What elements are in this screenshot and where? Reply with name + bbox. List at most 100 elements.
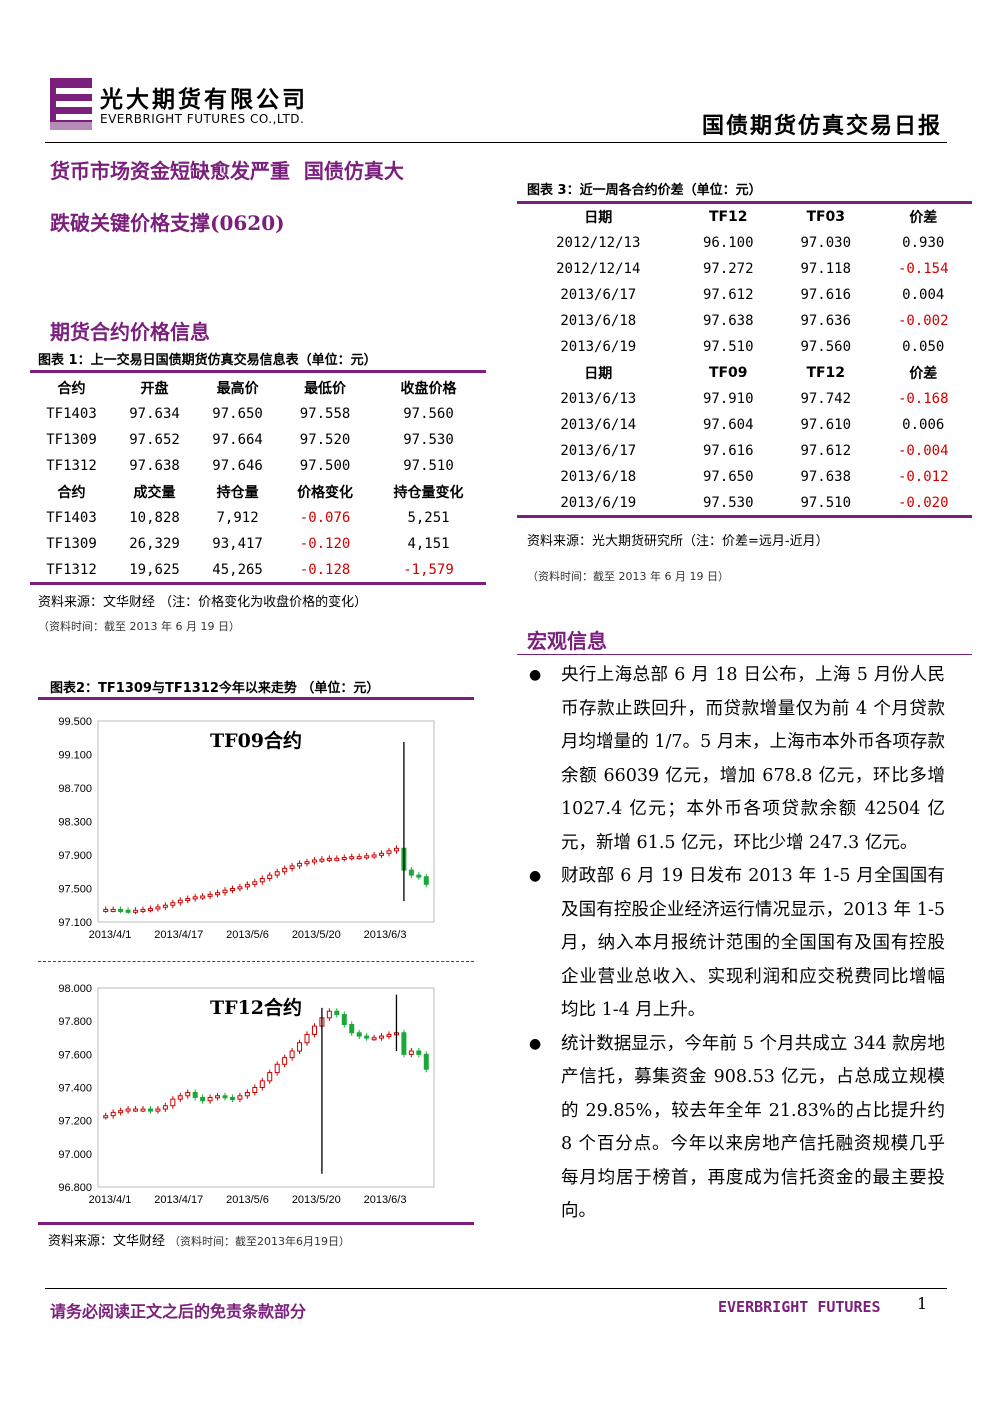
table1-source: 资料来源：文华财经 （注：价格变化为收盘价格的变化） — [38, 595, 368, 610]
candle — [252, 1087, 258, 1093]
table1-time: （资料时间：截至 2013 年 6 月 19 日） — [38, 620, 240, 633]
table-cell: 19,625 — [129, 562, 180, 578]
report-title: 国债期货仿真交易日报 — [701, 114, 942, 139]
candle — [200, 895, 206, 899]
candle — [147, 1108, 153, 1112]
x-tick-label: 2013/6/3 — [364, 929, 407, 941]
table-cell: 2013/6/17 — [560, 287, 637, 303]
candle — [379, 852, 385, 856]
candle — [118, 1110, 124, 1114]
candle — [386, 1033, 392, 1037]
candle — [103, 1115, 109, 1119]
table-cell: 97.560 — [800, 339, 852, 355]
table3-top-rule — [517, 201, 972, 204]
candle — [155, 1108, 161, 1112]
table-row: TF1312 19,625 45,265 -0.128 -1,579 — [30, 557, 486, 583]
chart-tf12: 98.000 97.800 97.600 97.400 97.200 97.000 96.8… — [38, 972, 474, 1220]
table-header-cell: 开盘 — [140, 381, 169, 397]
table-header-cell: TF12 — [708, 209, 748, 225]
table-header-cell: 日期 — [584, 210, 613, 226]
table-row: TF1309 97.652 97.664 97.520 97.530 — [30, 427, 486, 453]
candle — [110, 908, 116, 912]
table-header-row: 日期 TF09 TF12 价差 — [517, 360, 972, 386]
table-row: 2013/6/18 97.638 97.636 -0.002 — [517, 308, 972, 334]
table-header-cell: 最低价 — [304, 381, 347, 397]
table-cell: 97.636 — [800, 313, 852, 329]
x-tick-label: 2013/5/6 — [226, 1194, 269, 1206]
candle — [364, 855, 370, 859]
table1: 合约 开盘 最高价 最低价 收盘价格 TF1403 97.634 97.650 97.558 97… — [30, 375, 486, 583]
macro-rule — [517, 654, 972, 655]
bullet-icon: ● — [529, 667, 542, 683]
table-row: TF1403 97.634 97.650 97.558 97.560 — [30, 401, 486, 427]
table-row: TF1312 97.638 97.646 97.500 97.510 — [30, 453, 486, 479]
candle — [304, 1033, 310, 1044]
table-row: TF1403 10,828 7,912 -0.076 5,251 — [30, 505, 486, 531]
candle — [207, 893, 213, 897]
candle — [237, 1095, 243, 1100]
candle — [244, 1091, 250, 1097]
candle — [125, 909, 131, 913]
table-cell: 97.272 — [702, 261, 754, 277]
candle — [408, 1050, 414, 1055]
table-row: 2012/12/14 97.272 97.118 -0.154 — [517, 256, 972, 282]
table-header-cell: 合约 — [57, 485, 86, 501]
table-cell: 2013/6/17 — [560, 443, 637, 459]
candle — [177, 899, 183, 904]
table-cell: 26,329 — [129, 536, 180, 552]
table-cell: 97.612 — [702, 287, 754, 303]
table-cell: TF1309 — [46, 536, 97, 552]
table-header-cell: 日期 — [584, 366, 613, 382]
candle — [289, 1050, 295, 1059]
candle — [133, 909, 139, 913]
table-header-cell: 最高价 — [216, 381, 259, 397]
table-cell: 97.612 — [800, 443, 852, 459]
table-cell: 97.616 — [800, 287, 852, 303]
candle — [408, 869, 414, 876]
y-tick-label: 98.700 — [58, 783, 92, 795]
list-item: ● 统计数据显示，今年前 5 个月共成立 344 款房地产信托，募集资金 908.… — [523, 1028, 945, 1229]
candle — [274, 1063, 280, 1074]
table-cell: 97.558 — [299, 406, 351, 422]
candle — [289, 865, 295, 869]
footer-brand: EVERBRIGHT FUTURES — [718, 1298, 881, 1316]
table-cell: 7,912 — [216, 510, 259, 526]
table-cell: 97.520 — [299, 432, 351, 448]
candle — [155, 906, 161, 910]
table3: 日期 TF12 TF03 价差 2012/12/13 96.100 97.030 0.930 2… — [517, 204, 972, 516]
candle — [192, 896, 198, 900]
candle — [326, 857, 332, 861]
table-cell: 97.118 — [800, 261, 852, 277]
table-cell: 97.530 — [702, 495, 754, 511]
candle — [297, 862, 303, 867]
table3-source: 资料来源：光大期货研究所（注：价差=远月-近月） — [527, 534, 829, 549]
candle — [364, 1035, 370, 1039]
table-cell: 97.500 — [299, 458, 351, 474]
table-cell: -0.076 — [299, 510, 351, 526]
chart-title: TF09合约 — [210, 729, 302, 752]
table-row: 2013/6/13 97.910 97.742 -0.168 — [517, 386, 972, 412]
table-header-row: 合约 成交量 持仓量 价格变化 持仓量变化 — [30, 479, 486, 505]
table-row: 2013/6/19 97.510 97.560 0.050 — [517, 334, 972, 360]
table-cell: 97.650 — [702, 469, 754, 485]
list-item-text: 统计数据显示，今年前 5 个月共成立 344 款房地产信托，募集资金 908.5… — [561, 1033, 945, 1222]
table-header-cell: 合约 — [57, 381, 86, 397]
y-tick-label: 99.500 — [58, 716, 92, 728]
chart-source-time: （资料时间：截至2013年6月19日） — [169, 1235, 351, 1248]
candle — [311, 1025, 317, 1035]
table-header-row: 日期 TF12 TF03 价差 — [517, 204, 972, 230]
table-cell: 97.604 — [702, 417, 754, 433]
table-cell: TF1403 — [46, 510, 97, 526]
table-cell: TF1403 — [46, 406, 97, 422]
table-cell: 97.610 — [800, 417, 852, 433]
chart-divider — [38, 961, 474, 962]
company-name-cn: 光大期货有限公司 — [100, 87, 308, 113]
candle — [282, 1057, 288, 1065]
list-item-text: 央行上海总部 6 月 18 日公布，上海 5 月份人民币存款止跌回升，而贷款增量… — [561, 665, 945, 853]
table-cell: -0.004 — [897, 443, 949, 459]
candle — [334, 1010, 340, 1016]
candle — [304, 861, 310, 865]
candle — [222, 1095, 228, 1099]
y-tick-label: 97.800 — [58, 1016, 92, 1028]
y-tick-label: 97.400 — [58, 1083, 92, 1095]
